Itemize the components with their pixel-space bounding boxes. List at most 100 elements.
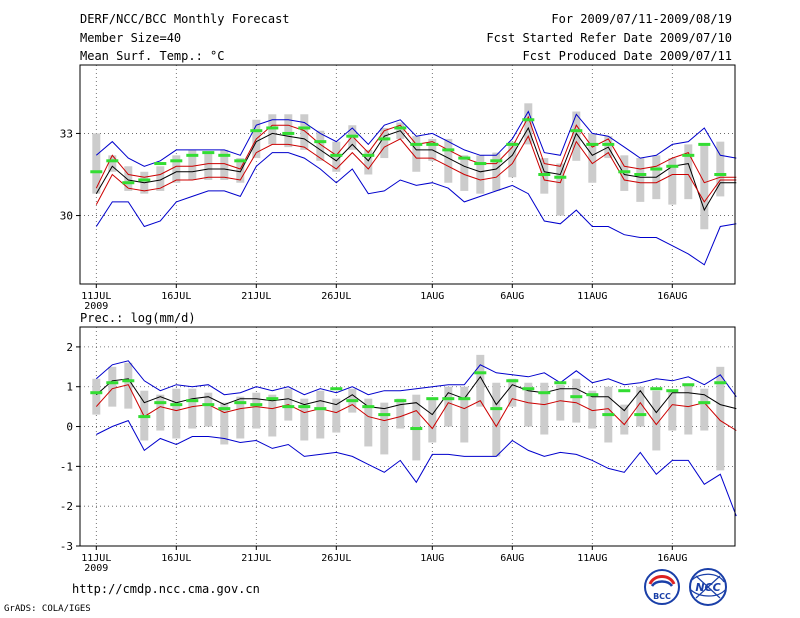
spread-box xyxy=(412,136,421,172)
member-size-label: Member Size=40 xyxy=(80,31,182,45)
spread-box xyxy=(668,158,677,205)
bcc-logo-text: BCC xyxy=(653,592,671,601)
spread-box xyxy=(156,166,165,191)
spread-box xyxy=(396,398,405,429)
spread-box xyxy=(172,155,181,183)
spread-box xyxy=(620,404,629,435)
series-line-spread-lower xyxy=(95,135,737,205)
series-line-ensemble-mean xyxy=(95,375,737,416)
spread-box xyxy=(476,354,485,407)
spread-box xyxy=(444,138,453,183)
x-tick-label: 16JUL xyxy=(161,553,191,564)
spread-box xyxy=(236,158,245,183)
series-line-ensemble-max xyxy=(95,360,737,397)
spread-box xyxy=(284,114,293,148)
x-tick-label: 26JUL xyxy=(321,291,351,302)
spread-box xyxy=(700,144,709,230)
year-label: 2009 xyxy=(84,301,108,312)
x-tick-label: 21JUL xyxy=(241,291,271,302)
series-line-ensemble-max xyxy=(95,110,737,167)
spread-box xyxy=(364,398,373,447)
spread-box xyxy=(204,152,213,180)
spread-box xyxy=(188,149,197,180)
forecast-produced-date: Fcst Produced Date 2009/07/11 xyxy=(522,49,732,63)
ncc-logo-icon: NCC xyxy=(689,568,727,606)
spread-box xyxy=(524,382,533,427)
spread-box xyxy=(300,398,309,441)
spread-box xyxy=(124,166,133,191)
spread-box xyxy=(220,402,229,445)
spread-box xyxy=(316,130,325,161)
spread-box xyxy=(364,149,373,175)
x-tick-label: 16AUG xyxy=(657,291,687,302)
spread-box xyxy=(540,382,549,435)
spread-box xyxy=(204,392,213,427)
chart-panel-1: 11JUL 16JUL 21JUL 26JUL 1AUG 6AUG 11AUG 16AUG20… xyxy=(60,326,737,574)
x-tick-label: 16AUG xyxy=(657,553,687,564)
spread-box xyxy=(508,141,517,178)
plot-frame xyxy=(79,326,736,547)
spread-box xyxy=(572,111,581,161)
x-tick-label: 26JUL xyxy=(321,553,351,564)
y-tick-label: 30 xyxy=(60,210,73,223)
agency-logos: BCC NCC xyxy=(644,568,727,606)
chart-panel-0: 11JUL 16JUL 21JUL 26JUL 1AUG 6AUG 11AUG 16AUG 20… xyxy=(60,64,737,312)
spread-box xyxy=(108,155,117,172)
spread-box xyxy=(220,149,229,180)
y-tick-label: 2 xyxy=(66,341,73,354)
spread-box xyxy=(476,155,485,194)
y-tick-label: 1 xyxy=(66,381,73,394)
y-tick-label: -2 xyxy=(60,500,73,513)
spread-box xyxy=(716,366,725,471)
plot-frame xyxy=(79,64,736,285)
year-label: 2009 xyxy=(84,563,108,574)
spread-box xyxy=(108,366,117,407)
spread-box xyxy=(636,158,645,202)
spread-box xyxy=(428,398,437,443)
x-tick-label: 11JUL xyxy=(81,291,111,302)
x-tick-label: 1AUG xyxy=(420,291,444,302)
spread-box xyxy=(92,133,101,194)
spread-box xyxy=(460,155,469,191)
spread-box xyxy=(236,396,245,439)
spread-box xyxy=(508,378,517,407)
figure-title: DERF/NCC/BCC Monthly Forecast xyxy=(80,12,290,26)
variable-label: Mean Surf. Temp.: °C xyxy=(80,49,225,63)
spread-box xyxy=(300,114,309,150)
grads-credit: GrADS: COLA/IGES xyxy=(4,604,91,614)
x-tick-label: 11AUG xyxy=(577,291,607,302)
x-tick-label: 1AUG xyxy=(420,553,444,564)
spread-box xyxy=(588,133,597,183)
forecast-period: For 2009/07/11-2009/08/19 xyxy=(551,12,732,26)
x-tick-label: 16JUL xyxy=(161,291,191,302)
spread-box xyxy=(684,144,693,200)
series-line-ensemble-min xyxy=(96,419,737,517)
spread-box xyxy=(556,163,565,216)
spread-box xyxy=(188,388,197,429)
spread-box xyxy=(652,390,661,451)
spread-box xyxy=(444,386,453,427)
series-line-ensemble-min xyxy=(95,152,737,266)
bcc-logo-icon: BCC xyxy=(644,569,680,605)
source-url[interactable]: http://cmdp.ncc.cma.gov.cn xyxy=(72,582,260,596)
spread-box xyxy=(380,127,389,159)
spread-box xyxy=(332,398,341,433)
y-tick-label: -3 xyxy=(60,540,73,553)
precip-panel-title: Prec.: log(mm/d) xyxy=(80,311,196,325)
x-tick-label: 11JUL xyxy=(81,553,111,564)
spread-box xyxy=(700,388,709,431)
y-tick-label: 0 xyxy=(66,421,73,434)
spread-box xyxy=(172,388,181,439)
x-tick-label: 21JUL xyxy=(241,553,271,564)
ncc-logo-text: NCC xyxy=(695,581,720,594)
spread-box xyxy=(460,386,469,443)
spread-box xyxy=(636,386,645,427)
spread-box xyxy=(492,152,501,191)
spread-box xyxy=(668,390,677,431)
spread-box xyxy=(588,390,597,429)
spread-box xyxy=(716,141,725,197)
x-tick-label: 11AUG xyxy=(577,553,607,564)
spread-box xyxy=(556,384,565,421)
